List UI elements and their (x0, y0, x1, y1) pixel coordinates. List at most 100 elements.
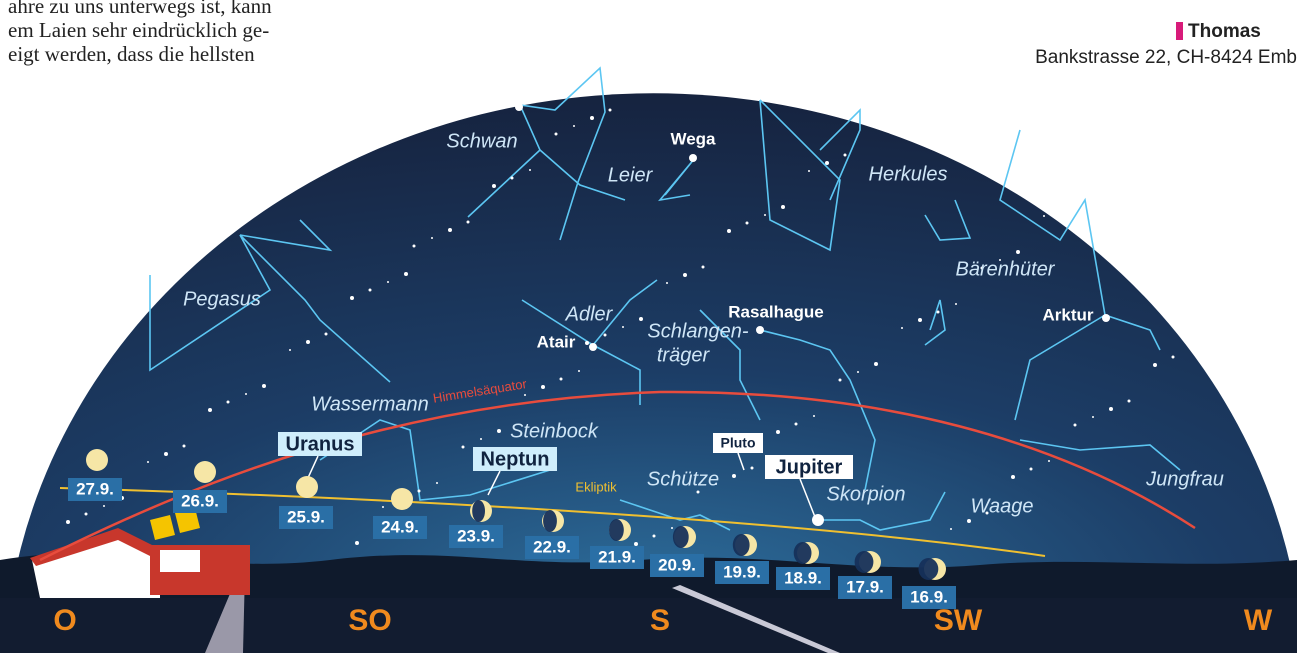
star-dot (1060, 206, 1064, 210)
sky-chart: ahre zu uns unterwegs ist, kann em Laien… (0, 0, 1297, 653)
star-dot (404, 272, 408, 276)
star-dot (1234, 304, 1236, 306)
star-dot (413, 245, 416, 248)
star-dot (213, 183, 217, 187)
star-dot (524, 394, 526, 396)
star-dot (1216, 312, 1219, 315)
star-dot (1221, 87, 1224, 90)
star-dot (369, 289, 372, 292)
star-dot (208, 408, 212, 412)
star-dot (71, 295, 75, 299)
star-dot (196, 192, 198, 194)
constellation-name: Waage (970, 495, 1033, 517)
star-dot (227, 401, 230, 404)
star-dot (1158, 138, 1162, 142)
article-line: eigt werden, dass die hellsten (8, 42, 255, 66)
star-dot (732, 474, 736, 478)
star-dot (578, 370, 580, 372)
header-name: Thomas (1188, 21, 1261, 42)
star-dot (178, 200, 181, 203)
sky-dome (10, 93, 1297, 600)
star-dot (869, 117, 873, 121)
moon-date: 19.9. (723, 562, 761, 581)
constellation-name: träger (657, 344, 711, 366)
star-dot (825, 161, 829, 165)
header-address: Bankstrasse 22, CH-8424 Emb (1035, 47, 1297, 68)
star-dot (751, 467, 754, 470)
star-dot (320, 88, 323, 91)
star-dot (555, 133, 558, 136)
star-dot (1011, 475, 1015, 479)
star-dot (1190, 348, 1192, 350)
star-dot (666, 282, 668, 284)
star-dot (955, 303, 957, 305)
star-dot (1048, 460, 1050, 462)
moon-date: 22.9. (533, 537, 571, 556)
star-dot (795, 423, 798, 426)
star-name: Deneb (490, 77, 542, 96)
star-dot (1123, 155, 1126, 158)
star-dot (609, 109, 612, 112)
planet-name: Neptun (481, 448, 550, 470)
direction: SW (934, 604, 983, 637)
constellation-name: Pegasus (183, 288, 261, 310)
star-dot (306, 340, 310, 344)
star-dot (764, 214, 766, 216)
star-name: Rasalhague (728, 302, 823, 321)
moon (86, 449, 108, 471)
star-dot (497, 429, 501, 433)
star-dot (781, 205, 785, 209)
moon-date: 23.9. (457, 526, 495, 545)
moon-shadow (919, 558, 939, 580)
star-dot (152, 236, 154, 238)
star-dot (85, 513, 88, 516)
star-dot (164, 452, 168, 456)
star-dot (844, 154, 847, 157)
star-dot (1016, 250, 1020, 254)
star-dot (1030, 468, 1033, 471)
star-dot (355, 541, 359, 545)
star-dot (245, 393, 247, 395)
moon-date: 25.9. (287, 507, 325, 526)
star-dot (66, 520, 70, 524)
planet-name: Jupiter (776, 456, 843, 478)
moon-shadow (794, 542, 812, 564)
moon-date: 18.9. (784, 568, 822, 587)
bright-star (756, 326, 764, 334)
star-dot (683, 273, 687, 277)
moon-shadow (733, 534, 750, 556)
constellation-name: Herkules (869, 163, 948, 185)
line-label: Ekliptik (575, 479, 617, 494)
star-dot (1092, 416, 1094, 418)
star-dot (467, 221, 470, 224)
star-dot (950, 528, 952, 530)
moon-date: 24.9. (381, 517, 419, 536)
star-dot (585, 341, 589, 345)
star-dot (462, 446, 465, 449)
moon (296, 476, 318, 498)
star-dot (350, 296, 354, 300)
star-dot (183, 445, 186, 448)
star-dot (604, 334, 607, 337)
constellation-name: Bärenhüter (956, 258, 1056, 280)
moon (194, 461, 216, 483)
moon-shadow (855, 551, 874, 573)
star-dot (232, 176, 235, 179)
star-dot (888, 110, 891, 113)
star-dot (746, 222, 749, 225)
star-dot (1074, 424, 1077, 427)
star-dot (906, 102, 908, 104)
star-dot (325, 333, 328, 336)
header-marker (1176, 22, 1183, 40)
star-dot (134, 244, 137, 247)
star-dot (1153, 363, 1157, 367)
moon-date: 27.9. (76, 479, 114, 498)
bright-star (689, 154, 697, 162)
star-dot (294, 124, 296, 126)
star-dot (448, 228, 452, 232)
star-dot (839, 379, 842, 382)
star-dot (418, 490, 421, 493)
star-dot (1079, 199, 1082, 202)
direction: O (53, 604, 76, 637)
direction: SO (348, 604, 391, 637)
